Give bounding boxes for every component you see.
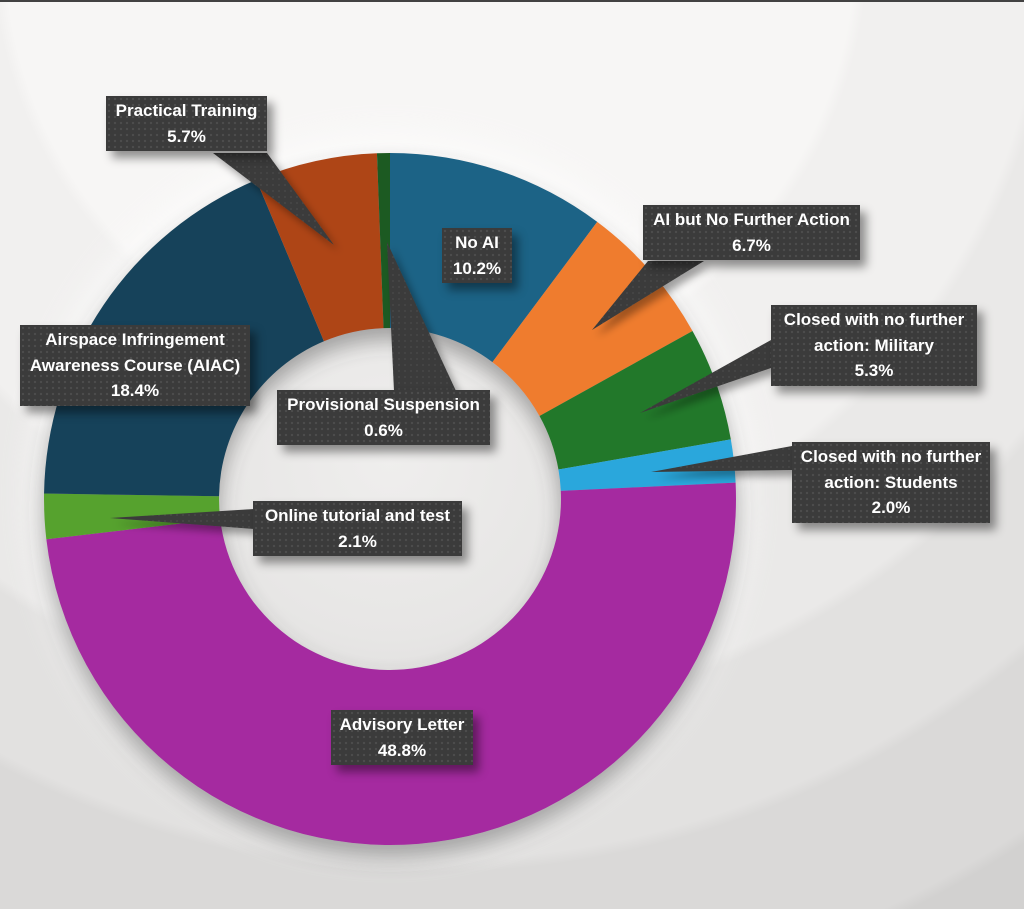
callout-advisory-letter: Advisory Letter 48.8% — [331, 710, 473, 765]
callout-percent: 18.4% — [110, 381, 160, 400]
callout-percent: 48.8% — [377, 740, 427, 760]
callout-label: Closed with no further action: Military — [783, 310, 965, 355]
callout-label: AI but No Further Action — [653, 210, 850, 229]
callout-online-tutorial: Online tutorial and test 2.1% — [253, 501, 462, 556]
pie-slice-provisional-suspension — [376, 153, 390, 329]
callout-percent: 6.7% — [732, 235, 771, 255]
callout-practical-training: Practical Training 5.7% — [106, 96, 267, 151]
callout-ai-but-no-further-action: AI but No Further Action 6.7% — [643, 205, 860, 260]
callout-provisional-suspension: Provisional Suspension 0.6% — [277, 390, 490, 445]
callout-closed-military: Closed with no further action: Military … — [771, 305, 977, 386]
callout-aiac: Airspace Infringement Awareness Course (… — [20, 325, 250, 406]
callout-percent: 10.2% — [452, 258, 502, 278]
callout-pointer-ai-but-no-further-action — [592, 261, 704, 330]
callout-label: Closed with no further action: Students — [800, 447, 982, 492]
callout-label: Online tutorial and test — [264, 506, 451, 525]
callout-label: Practical Training — [115, 101, 258, 120]
callout-percent: 5.3% — [854, 361, 894, 380]
callout-pointer-closed-military — [640, 340, 771, 413]
pie-slice-closed-with-no-further-action-students — [558, 439, 736, 491]
callout-pointers-group — [110, 153, 792, 529]
pie-slice-closed-with-no-further-action-military — [539, 331, 731, 470]
callout-label: Provisional Suspension — [287, 395, 480, 414]
callout-pointer-closed-students — [651, 446, 792, 472]
callout-percent: 0.6% — [364, 420, 403, 440]
callout-label: Advisory Letter — [339, 715, 465, 734]
pie-slice-online-tutorial-and-test — [44, 493, 221, 540]
callout-label: No AI — [455, 233, 499, 252]
callout-pointer-online-tutorial — [110, 509, 254, 529]
callout-percent: 2.0% — [871, 498, 911, 517]
callout-pointer-provisional-suspension — [387, 242, 456, 391]
callout-label: Airspace Infringement Awareness Course (… — [29, 330, 241, 375]
pie-slice-advisory-letter — [46, 482, 737, 845]
callout-no-ai: No AI 10.2% — [442, 228, 512, 283]
callout-percent: 2.1% — [338, 531, 377, 551]
callout-closed-students: Closed with no further action: Students … — [792, 442, 990, 523]
donut-hole — [218, 327, 562, 671]
callout-percent: 5.7% — [167, 126, 206, 146]
callout-pointer-practical-training — [213, 153, 334, 245]
